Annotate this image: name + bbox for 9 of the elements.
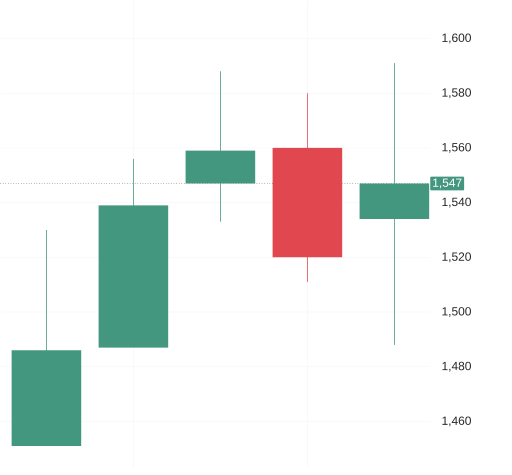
y-tick-label: 1,480 xyxy=(442,362,471,372)
y-tick-label: 1,500 xyxy=(442,307,471,318)
y-tick-label: 1,540 xyxy=(442,198,471,208)
y-tick-label: 1,580 xyxy=(442,88,471,98)
y-tick-label: 1,520 xyxy=(442,252,471,262)
y-tick-label: 1,600 xyxy=(442,34,471,44)
ref-line-label: 1,547 xyxy=(433,178,462,188)
y-tick-label: 1,460 xyxy=(442,416,471,426)
y-tick-label: 1,560 xyxy=(442,143,471,153)
